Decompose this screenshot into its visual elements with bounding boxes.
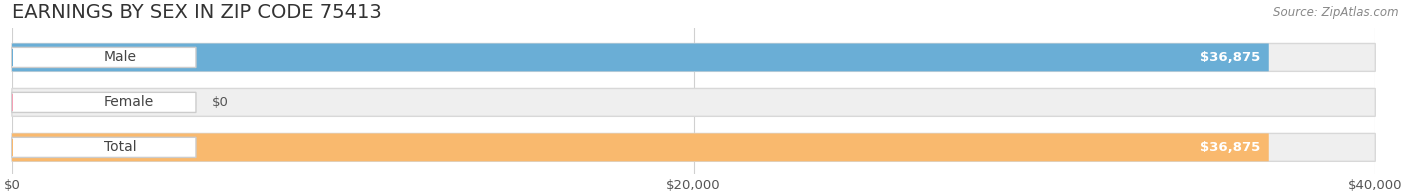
- Text: Total: Total: [104, 140, 136, 154]
- FancyBboxPatch shape: [11, 43, 1268, 71]
- FancyBboxPatch shape: [11, 89, 1375, 116]
- Text: EARNINGS BY SEX IN ZIP CODE 75413: EARNINGS BY SEX IN ZIP CODE 75413: [11, 4, 381, 22]
- FancyBboxPatch shape: [11, 92, 195, 113]
- Text: Female: Female: [104, 95, 155, 109]
- FancyBboxPatch shape: [11, 43, 1375, 71]
- Text: $0: $0: [212, 96, 229, 109]
- Text: Source: ZipAtlas.com: Source: ZipAtlas.com: [1274, 6, 1399, 19]
- Text: $36,875: $36,875: [1201, 51, 1261, 64]
- FancyBboxPatch shape: [11, 133, 1375, 161]
- Text: $36,875: $36,875: [1201, 141, 1261, 154]
- Text: Male: Male: [104, 51, 136, 64]
- FancyBboxPatch shape: [11, 137, 195, 157]
- FancyBboxPatch shape: [11, 47, 195, 67]
- FancyBboxPatch shape: [11, 133, 1268, 161]
